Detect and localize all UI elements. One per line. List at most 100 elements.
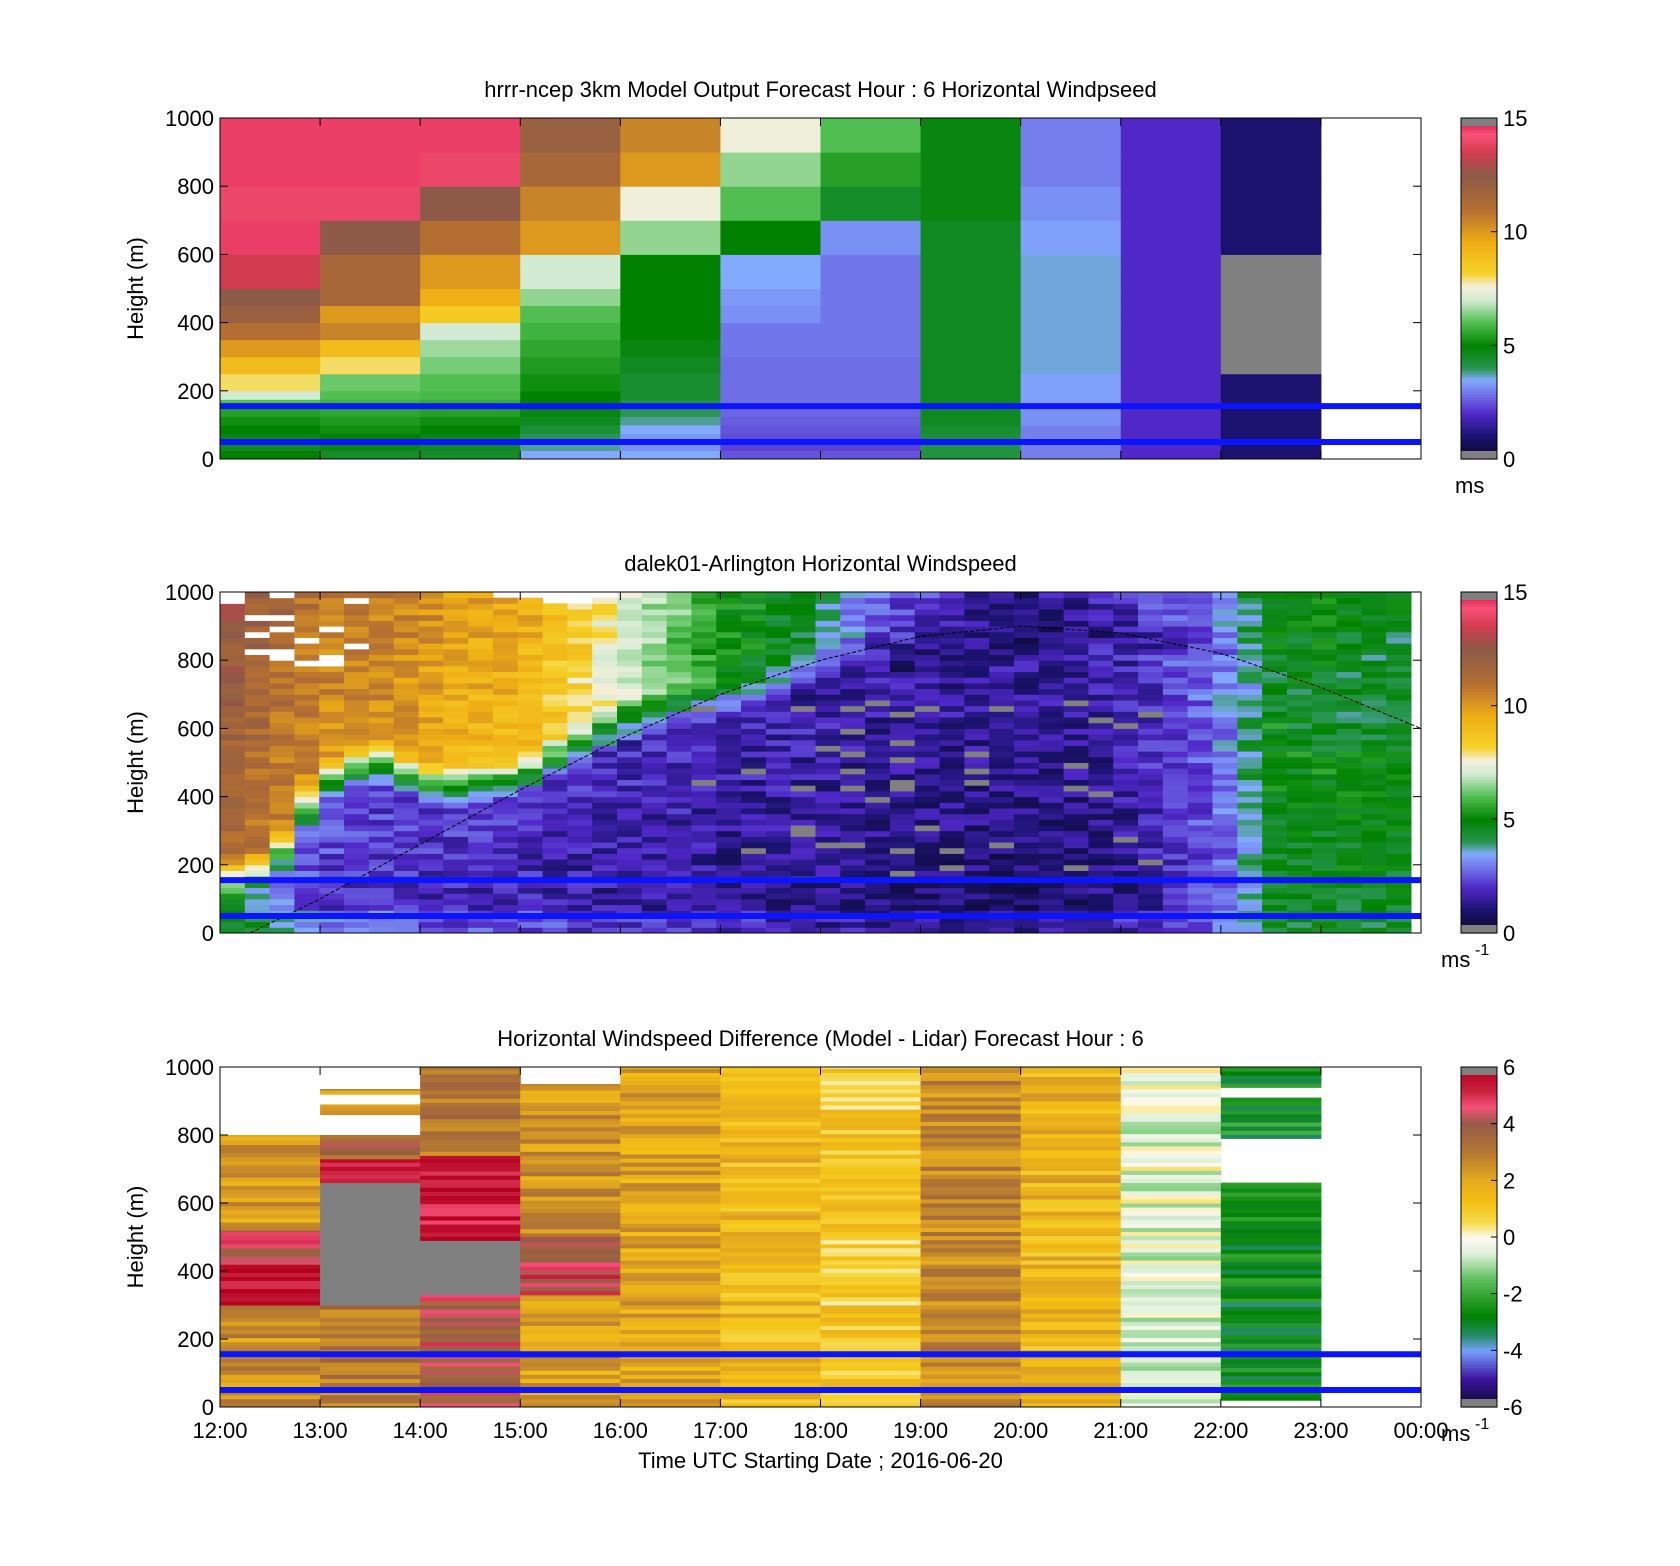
heatmap-cell <box>320 1321 421 1326</box>
heatmap-cell <box>1262 597 1288 604</box>
heatmap-cell <box>790 853 816 860</box>
heatmap-cell <box>716 904 742 911</box>
heatmap-cell <box>720 407 821 417</box>
heatmap-cell <box>964 825 990 832</box>
colorbar-swatch <box>1461 620 1497 624</box>
heatmap-cell <box>344 728 370 735</box>
colorbar-swatch <box>1461 1305 1497 1309</box>
heatmap-cell <box>620 1329 721 1335</box>
heatmap-cell <box>1038 665 1065 673</box>
heatmap-cell <box>616 592 643 599</box>
heatmap-cell <box>616 825 643 832</box>
heatmap-cell <box>889 654 916 661</box>
heatmap-cell <box>666 597 692 604</box>
heatmap-cell <box>865 796 891 803</box>
heatmap-cell <box>220 677 246 684</box>
heatmap-cell <box>920 1276 1022 1282</box>
colorbar-swatch <box>1461 203 1497 207</box>
heatmap-cell <box>443 671 469 678</box>
heatmap-cell <box>542 842 568 849</box>
heatmap-cell <box>1013 603 1040 610</box>
heatmap-cell <box>520 1278 621 1284</box>
heatmap-cell <box>889 779 916 786</box>
heatmap-cell <box>914 643 941 650</box>
heatmap-cell <box>716 870 742 877</box>
heatmap-cell <box>244 626 271 633</box>
heatmap-cell <box>1386 813 1412 820</box>
heatmap-cell <box>1013 756 1040 763</box>
heatmap-cell <box>620 1154 721 1159</box>
heatmap-cell <box>592 631 618 638</box>
heatmap-cell <box>220 734 246 741</box>
heatmap-cell <box>1386 796 1412 803</box>
heatmap-cell <box>889 648 916 656</box>
heatmap-cell <box>790 682 816 690</box>
heatmap-cell <box>1212 648 1238 656</box>
heatmap-cell <box>616 762 643 769</box>
heatmap-cell <box>820 1333 922 1339</box>
heatmap-cell <box>691 915 717 923</box>
heatmap-cell <box>920 1174 1022 1180</box>
heatmap-cell <box>914 609 941 616</box>
heatmap-cell <box>1120 1207 1222 1212</box>
heatmap-cell <box>1237 699 1263 707</box>
heatmap-cell <box>641 785 668 792</box>
colorbar-swatch <box>1461 365 1497 369</box>
heatmap-cell <box>1120 1113 1222 1118</box>
heatmap-cell <box>1262 842 1288 849</box>
heatmap-cell <box>765 881 792 889</box>
heatmap-cell <box>716 677 742 684</box>
heatmap-cell <box>1088 597 1114 604</box>
heatmap-cell <box>1286 728 1313 735</box>
heatmap-cell <box>1020 1076 1122 1082</box>
colorbar-swatch <box>1461 881 1497 886</box>
heatmap-cell <box>720 1076 821 1082</box>
heatmap-cell <box>1187 796 1213 803</box>
heatmap-cell <box>989 830 1015 837</box>
heatmap-cell <box>220 859 246 866</box>
heatmap-cell <box>1311 836 1338 843</box>
heatmap-cell <box>567 898 593 906</box>
heatmap-cell <box>567 859 593 866</box>
heatmap-cell <box>815 694 841 701</box>
heatmap-cell <box>1113 859 1139 866</box>
heatmap-cell <box>1286 796 1313 803</box>
heatmap-cell <box>1162 842 1189 849</box>
heatmap-cell <box>889 734 916 741</box>
heatmap-cell <box>865 694 891 701</box>
heatmap-cell <box>320 1243 421 1249</box>
heatmap-cell <box>220 1189 321 1194</box>
heatmap-cell <box>319 722 345 729</box>
heatmap-cell <box>820 1337 922 1343</box>
heatmap-cell <box>1120 1068 1222 1073</box>
heatmap-cell <box>920 339 1022 358</box>
heatmap-cell <box>815 597 841 604</box>
heatmap-cell <box>1138 927 1164 934</box>
heatmap-cell <box>269 830 295 837</box>
heatmap-cell <box>920 424 1022 434</box>
colorbar-swatch <box>1461 1271 1497 1275</box>
heatmap-cell <box>220 864 246 871</box>
heatmap-cell <box>1113 614 1139 621</box>
heatmap-cell <box>520 1159 621 1165</box>
heatmap-cell <box>765 603 792 610</box>
heatmap-cell <box>1120 1129 1222 1135</box>
heatmap-cell <box>1286 768 1313 775</box>
heatmap-cell <box>443 807 469 815</box>
heatmap-cell <box>1120 339 1222 358</box>
heatmap-cell <box>1187 756 1213 763</box>
colorbar-swatch <box>1461 1310 1497 1315</box>
heatmap-cell <box>1120 1345 1222 1351</box>
heatmap-cell <box>1237 927 1263 934</box>
heatmap-cell <box>344 779 370 786</box>
heatmap-cell <box>418 620 444 627</box>
heatmap-cell <box>244 694 271 701</box>
heatmap-cell <box>620 1096 721 1102</box>
heatmap-cell <box>641 887 668 894</box>
heatmap-cell <box>1336 807 1362 815</box>
heatmap-cell <box>1286 631 1313 638</box>
heatmap-cell <box>320 1239 421 1245</box>
heatmap-cell <box>765 768 792 775</box>
heatmap-cell <box>220 1231 321 1237</box>
heatmap-cell <box>1336 859 1362 866</box>
